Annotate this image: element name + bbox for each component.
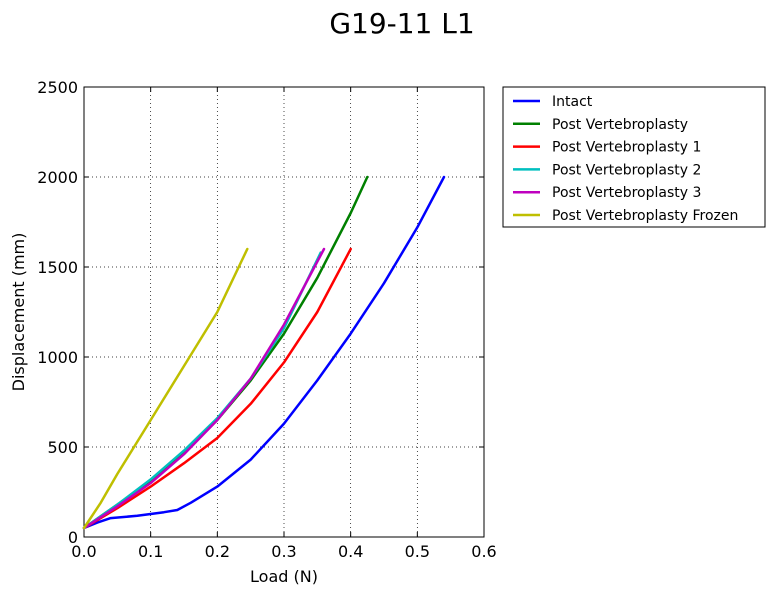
y-tick-label: 1500 — [37, 258, 78, 277]
x-axis-label: Load (N) — [250, 567, 318, 586]
legend-label: Post Vertebroplasty 2 — [552, 162, 701, 178]
legend-box — [502, 86, 766, 228]
y-axis-label: Displacement (mm) — [9, 233, 28, 392]
y-tick-label: 1000 — [37, 348, 78, 367]
series-line — [82, 247, 249, 530]
x-tick-label: 0.3 — [271, 542, 296, 561]
series-line — [82, 175, 446, 530]
series-lines — [82, 175, 446, 530]
legend-label: Post Vertebroplasty — [552, 117, 688, 133]
series-line — [82, 247, 326, 530]
y-tick-label: 2000 — [37, 168, 78, 187]
x-tick-label: 0.4 — [338, 542, 363, 561]
legend-label: Intact — [552, 94, 593, 110]
y-tick-label: 500 — [47, 438, 78, 457]
grid — [84, 87, 484, 537]
y-tick-label: 0 — [68, 528, 78, 547]
series-line — [82, 247, 352, 530]
axis-ticks: 0.0 0.1 0.2 0.3 0.4 0.5 0.6 0 500 1000 1500 2000 250… — [37, 78, 496, 561]
series-line — [82, 251, 322, 530]
x-tick-label: 0.5 — [405, 542, 430, 561]
x-tick-label: 0.1 — [138, 542, 163, 561]
y-tick-label: 2500 — [37, 78, 78, 97]
series-line — [82, 175, 369, 530]
legend: Intact Post Vertebroplasty Post Vertebropl… — [502, 86, 766, 228]
legend-label: Post Vertebroplasty 1 — [552, 140, 701, 156]
legend-label: Post Vertebroplasty 3 — [552, 185, 701, 201]
x-tick-label: 0.0 — [71, 542, 96, 561]
x-tick-label: 0.2 — [205, 542, 230, 561]
chart-title: G19-11 L1 — [329, 7, 474, 40]
legend-label: Post Vertebroplasty Frozen — [552, 208, 738, 224]
x-tick-label: 0.6 — [471, 542, 496, 561]
